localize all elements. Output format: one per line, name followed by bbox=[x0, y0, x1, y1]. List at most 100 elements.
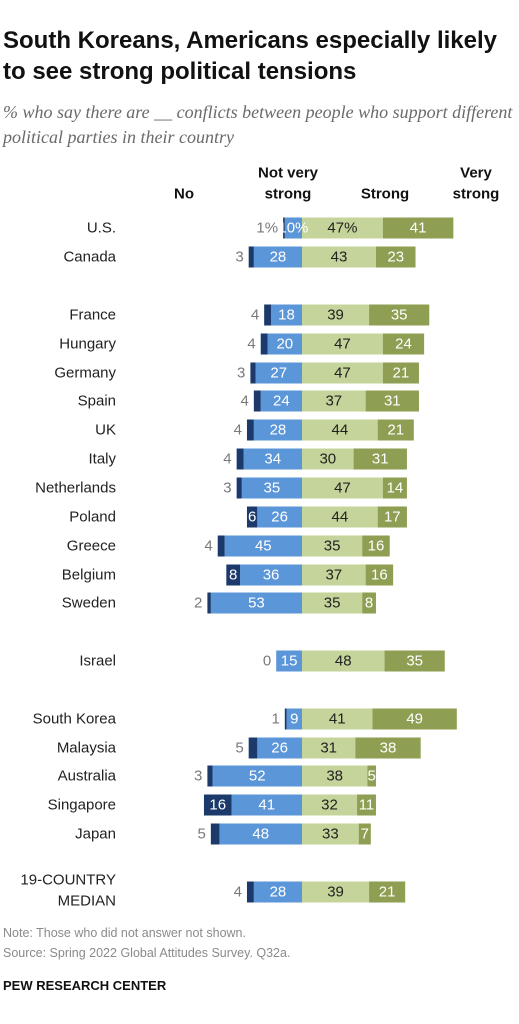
row-label: Poland bbox=[69, 509, 116, 526]
bar-not-very-strong bbox=[240, 564, 302, 586]
bar-very-strong bbox=[369, 881, 406, 903]
row-label: South Korea bbox=[33, 711, 117, 728]
bar-very-strong bbox=[355, 737, 421, 759]
data-label-not-very-strong: 26 bbox=[271, 509, 288, 526]
data-label-not-very-strong: 52 bbox=[249, 768, 266, 785]
data-label-very-strong: 31 bbox=[384, 393, 401, 410]
data-label-not-very-strong: 28 bbox=[270, 422, 287, 439]
data-label-no: 6 bbox=[248, 509, 256, 526]
bar-not-very-strong bbox=[271, 304, 302, 326]
chart-note: Note: Those who did not answer not shown… bbox=[3, 926, 246, 940]
column-header-2: Not very bbox=[258, 165, 319, 182]
data-label-strong: 47% bbox=[327, 220, 357, 237]
data-label-no: 4 bbox=[251, 307, 259, 324]
data-label-not-very-strong: 48 bbox=[252, 826, 269, 843]
bar-strong bbox=[302, 650, 385, 672]
data-label-no: 3 bbox=[235, 249, 243, 266]
data-label-no: 0 bbox=[263, 653, 271, 670]
bar-very-strong bbox=[382, 333, 425, 355]
bar-very-strong bbox=[372, 708, 457, 730]
data-label-not-very-strong: 18 bbox=[278, 307, 295, 324]
data-label-not-very-strong: 35 bbox=[264, 480, 281, 497]
bar-very-strong bbox=[382, 477, 407, 499]
data-label-very-strong: 49 bbox=[406, 711, 423, 728]
bar-not-very-strong bbox=[284, 217, 302, 239]
data-label-not-very-strong: 41 bbox=[258, 797, 275, 814]
row-label: U.S. bbox=[87, 220, 116, 237]
bar-strong bbox=[302, 419, 378, 441]
column-header-3: Strong bbox=[361, 186, 409, 203]
bar-no bbox=[250, 362, 256, 384]
bar-strong bbox=[302, 390, 366, 412]
data-label-not-very-strong: 34 bbox=[264, 451, 281, 468]
data-label-very-strong: 7 bbox=[361, 826, 369, 843]
bar-not-very-strong bbox=[267, 333, 302, 355]
data-label-not-very-strong: 28 bbox=[270, 884, 287, 901]
bar-strong bbox=[302, 333, 383, 355]
row-label: Singapore bbox=[48, 797, 116, 814]
data-label-strong: 32 bbox=[321, 797, 338, 814]
bar-no bbox=[246, 881, 254, 903]
bar-very-strong bbox=[369, 304, 430, 326]
data-label-strong: 39 bbox=[327, 884, 344, 901]
data-label-very-strong: 41 bbox=[410, 220, 427, 237]
bar-no bbox=[236, 477, 242, 499]
data-label-strong: 47 bbox=[334, 480, 351, 497]
bar-very-strong bbox=[362, 535, 390, 557]
row-label: Greece bbox=[67, 538, 116, 555]
bar-no bbox=[210, 823, 220, 845]
bar-very-strong bbox=[358, 823, 371, 845]
row-label: MEDIAN bbox=[58, 893, 116, 910]
bar-not-very-strong bbox=[219, 823, 302, 845]
bar-not-very-strong bbox=[260, 390, 302, 412]
bar-strong bbox=[302, 794, 358, 816]
data-label-strong: 35 bbox=[324, 595, 341, 612]
row-label: Hungary bbox=[59, 336, 116, 353]
chart-source: Source: Spring 2022 Global Attitudes Sur… bbox=[3, 946, 291, 960]
data-label-strong: 31 bbox=[320, 740, 337, 757]
row-label: UK bbox=[95, 422, 116, 439]
bar-no bbox=[217, 535, 225, 557]
data-label-strong: 43 bbox=[331, 249, 348, 266]
data-label-strong: 39 bbox=[327, 307, 344, 324]
data-label-no: 4 bbox=[247, 336, 255, 353]
bar-not-very-strong bbox=[231, 794, 302, 816]
row-label: Germany bbox=[54, 365, 116, 382]
data-label-very-strong: 5 bbox=[367, 768, 375, 785]
bar-no bbox=[246, 506, 258, 528]
data-label-no: 4 bbox=[234, 884, 242, 901]
bar-strong bbox=[302, 881, 370, 903]
data-label-strong: 41 bbox=[329, 711, 346, 728]
bar-not-very-strong bbox=[212, 765, 302, 787]
bar-very-strong bbox=[367, 765, 376, 787]
bar-very-strong bbox=[384, 650, 445, 672]
data-label-not-very-strong: 26 bbox=[271, 740, 288, 757]
bar-no bbox=[260, 333, 268, 355]
bar-very-strong bbox=[365, 390, 419, 412]
bar-very-strong bbox=[377, 419, 414, 441]
bar-strong bbox=[302, 564, 366, 586]
column-header-1: No bbox=[174, 186, 194, 203]
bar-very-strong bbox=[382, 362, 419, 384]
data-label-very-strong: 8 bbox=[365, 595, 373, 612]
data-label-strong: 35 bbox=[324, 538, 341, 555]
bar-not-very-strong bbox=[224, 535, 302, 557]
data-label-not-very-strong: 15 bbox=[281, 653, 298, 670]
bar-no bbox=[283, 217, 285, 239]
chart-title: South Koreans, Americans especially like… bbox=[3, 27, 497, 85]
data-label-no: 4 bbox=[204, 538, 212, 555]
bar-strong bbox=[302, 737, 356, 759]
data-label-no: 2 bbox=[194, 595, 202, 612]
data-label-strong: 44 bbox=[331, 509, 348, 526]
data-label-no: 4 bbox=[240, 393, 248, 410]
row-label: Netherlands bbox=[35, 480, 116, 497]
bar-not-very-strong bbox=[241, 477, 302, 499]
bar-no bbox=[248, 737, 258, 759]
column-header-4: strong bbox=[453, 186, 500, 203]
data-label-not-very-strong: 24 bbox=[273, 393, 290, 410]
data-label-strong: 38 bbox=[326, 768, 343, 785]
data-label-no: 3 bbox=[237, 365, 245, 382]
data-label-very-strong: 17 bbox=[384, 509, 401, 526]
data-label-very-strong: 16 bbox=[371, 567, 388, 584]
bar-not-very-strong bbox=[253, 419, 302, 441]
